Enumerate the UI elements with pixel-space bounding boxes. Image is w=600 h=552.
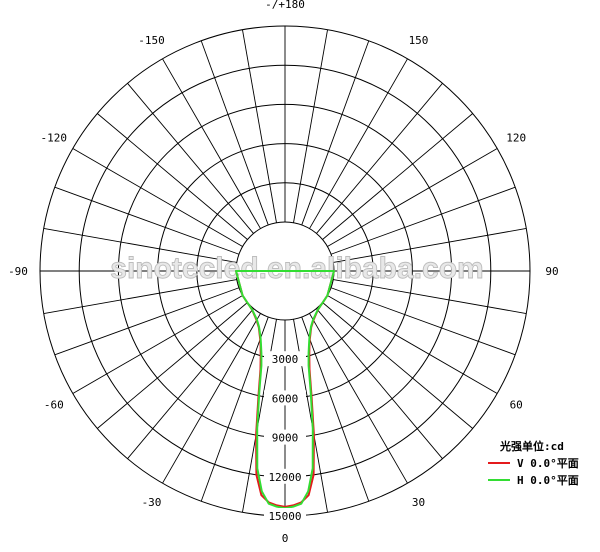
angle-label-60: 60: [510, 399, 523, 412]
radial-spoke: [200, 316, 269, 502]
polar-grid: [39, 25, 531, 517]
radial-spoke: [333, 279, 527, 314]
radial-spoke: [309, 313, 408, 484]
radial-spoke: [301, 40, 370, 226]
angle-label--150: -150: [138, 34, 165, 47]
ring-label-12000: 12000: [268, 471, 301, 484]
series-h-plane-curve: [235, 270, 335, 510]
angle-label-150: 150: [409, 34, 429, 47]
radial-spoke: [322, 302, 473, 429]
ring-label-bg: [264, 508, 306, 523]
angle-label--30: -30: [142, 496, 162, 509]
radial-spoke: [72, 295, 243, 394]
radial-spoke: [97, 113, 248, 240]
radial-spoke: [330, 186, 516, 255]
radial-spoke: [333, 228, 527, 263]
legend-entry-0: V 0.0°平面: [517, 457, 579, 470]
angle-tick-labels: 0 30 60 90 120 150 -/+180 -150 -120 -90 -60 -30: [8, 0, 559, 545]
ring-label-bg: [264, 390, 306, 406]
radial-spoke: [127, 308, 254, 459]
radial-spoke: [72, 148, 243, 247]
radial-spoke: [327, 148, 498, 247]
legend: 光强单位:cd V 0.0°平面 H 0.0°平面: [488, 439, 579, 487]
watermark-text: sinotecled.en.alibaba.com: [110, 252, 483, 285]
radial-spoke: [162, 58, 261, 229]
radial-spoke: [322, 113, 473, 240]
radial-spoke: [242, 29, 277, 223]
radial-spoke: [330, 287, 516, 356]
angle-label--90: -90: [8, 265, 28, 278]
angle-label--120: -120: [41, 132, 68, 145]
angle-label-90: 90: [545, 265, 558, 278]
radial-spoke: [309, 58, 408, 229]
radial-spoke: [54, 287, 240, 356]
angle-label--60: -60: [44, 399, 64, 412]
radial-spoke: [97, 302, 248, 429]
ring-label-bg: [264, 429, 306, 445]
ring-label-bg: [264, 468, 306, 484]
radial-spoke: [301, 316, 370, 502]
radial-spoke: [316, 308, 443, 459]
angle-label-30: 30: [412, 496, 425, 509]
radial-spoke: [43, 228, 237, 263]
radial-spoke: [54, 186, 240, 255]
legend-unit-label: 光强单位:cd: [499, 439, 564, 453]
ring-label-3000: 3000: [272, 353, 299, 366]
radial-spoke: [327, 295, 498, 394]
ring-label-9000: 9000: [272, 432, 299, 445]
radial-tick-labels: 3000 6000 9000 12000 15000: [264, 351, 306, 523]
curve-layer: [235, 270, 335, 510]
ring-label-15000: 15000: [268, 510, 301, 523]
radial-spoke: [43, 279, 237, 314]
radial-spoke: [316, 83, 443, 234]
radial-spoke: [127, 83, 254, 234]
angle-label-0: 0: [282, 532, 289, 545]
radial-spoke: [200, 40, 269, 226]
legend-entry-1: H 0.0°平面: [517, 474, 579, 487]
angle-label-120: 120: [506, 132, 526, 145]
radial-spoke: [293, 29, 328, 223]
radial-spoke: [162, 313, 261, 484]
angle-label--/+180: -/+180: [265, 0, 305, 11]
ring-label-6000: 6000: [272, 392, 299, 405]
ring-label-bg: [264, 351, 306, 367]
